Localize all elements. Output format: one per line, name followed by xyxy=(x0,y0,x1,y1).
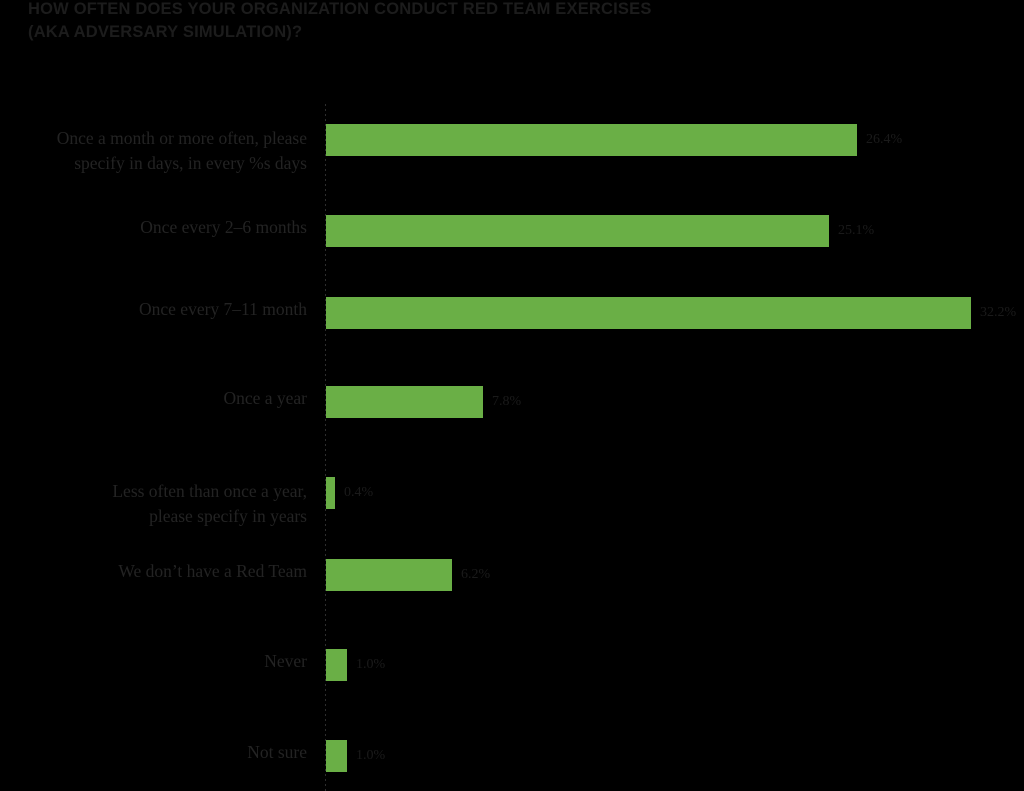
bar[interactable] xyxy=(326,215,829,247)
bar-track: 1.0% xyxy=(326,740,385,772)
bar-value-label: 26.4% xyxy=(866,132,903,147)
bar[interactable] xyxy=(326,649,347,681)
category-label: Once every 2–6 months xyxy=(140,217,307,237)
category-axis-line xyxy=(325,104,326,791)
page-title-line-2: (AKA ADVERSARY SIMULATION)? xyxy=(28,23,303,41)
category-label: We don’t have a Red Team xyxy=(118,561,307,581)
page-title-line-1: HOW OFTEN DOES YOUR ORGANIZATION CONDUCT… xyxy=(28,0,652,18)
bar-track: 32.2% xyxy=(326,297,1016,329)
bar[interactable] xyxy=(326,740,347,772)
bar[interactable] xyxy=(326,386,483,418)
bar[interactable] xyxy=(326,559,452,591)
bar[interactable] xyxy=(326,477,335,509)
bar-value-label: 1.0% xyxy=(356,657,386,672)
category-label: Less often than once a year, please spec… xyxy=(112,481,307,526)
bar-track: 25.1% xyxy=(326,215,874,247)
bar[interactable] xyxy=(326,297,971,329)
category-label: Once every 7–11 month xyxy=(139,299,307,319)
bar-value-label: 7.8% xyxy=(492,394,522,409)
category-label: Once a month or more often, please speci… xyxy=(56,128,307,173)
bar-value-label: 32.2% xyxy=(980,305,1017,320)
bar-track: 0.4% xyxy=(326,477,373,509)
bar-value-label: 0.4% xyxy=(344,485,374,500)
bar-value-label: 1.0% xyxy=(356,748,386,763)
bar-track: 26.4% xyxy=(326,124,902,156)
bar[interactable] xyxy=(326,124,857,156)
page-title: HOW OFTEN DOES YOUR ORGANIZATION CONDUCT… xyxy=(28,0,988,44)
category-label: Not sure xyxy=(247,742,307,762)
bar-track: 6.2% xyxy=(326,559,490,591)
bar-value-label: 6.2% xyxy=(461,567,491,582)
category-label: Never xyxy=(264,651,307,671)
bar-track: 1.0% xyxy=(326,649,385,681)
category-label: Once a year xyxy=(223,388,307,408)
bar-track: 7.8% xyxy=(326,386,521,418)
bar-value-label: 25.1% xyxy=(838,223,875,238)
